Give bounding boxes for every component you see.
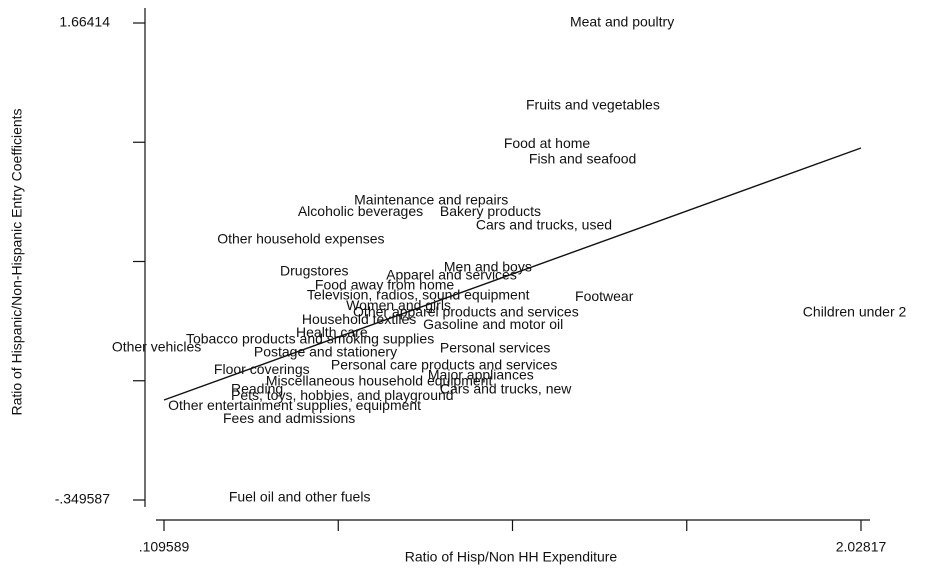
point-label: Tobacco products and smoking supplies	[186, 331, 434, 347]
point-label: Bakery products	[440, 203, 541, 219]
point-label: Fuel oil and other fuels	[229, 489, 371, 505]
point-label: Women and girls	[346, 297, 451, 313]
point-label: Major appliances	[428, 367, 534, 383]
point-label: Food at home	[504, 135, 591, 151]
point-label: Other vehicles	[112, 339, 201, 355]
point-label: Apparel and services	[386, 267, 517, 283]
y-tick-label: 1.66414	[59, 14, 110, 30]
point-label: Floor coverings	[214, 361, 310, 377]
point-label: Alcoholic beverages	[298, 203, 423, 219]
point-label: Miscellaneous household equipment	[266, 373, 493, 389]
point-label: Footwear	[575, 288, 634, 304]
point-label: Pets, toys, hobbies, and playground	[231, 387, 454, 403]
point-label: Health care	[296, 324, 368, 340]
point-label: Fees and admissions	[223, 410, 355, 426]
point-label: Drugstores	[280, 263, 348, 279]
point-label: Cars and trucks, used	[476, 217, 612, 233]
point-label: Children under 2	[803, 304, 907, 320]
point-label: Fruits and vegetables	[526, 97, 660, 113]
point-label: Reading	[231, 381, 283, 397]
point-label: Maintenance and repairs	[354, 192, 508, 208]
point-label: Household textiles	[302, 311, 416, 327]
point-label: Postage and stationery	[254, 344, 397, 360]
point-label: Gasoline and motor oil	[423, 316, 563, 332]
y-axis-title: Ratio of Hispanic/Non-Hispanic Entry Coe…	[9, 108, 25, 415]
point-label: Cars and trucks, new	[440, 381, 572, 397]
point-label: Personal care products and services	[331, 357, 557, 373]
x-tick-label: 2.02817	[836, 539, 887, 555]
point-label: Other apparel products and services	[353, 304, 579, 320]
point-label: Other entertainment supplies, equipment	[168, 397, 421, 413]
point-label: Personal services	[440, 340, 551, 356]
point-label: Television, radios, sound equipment	[307, 287, 530, 303]
x-tick-label: .109589	[139, 539, 190, 555]
y-tick-label: -.349587	[55, 491, 110, 507]
point-label: Men and boys	[444, 259, 532, 275]
point-label: Meat and poultry	[570, 14, 674, 30]
x-axis-title: Ratio of Hisp/Non HH Expenditure	[405, 549, 618, 565]
point-label: Other household expenses	[217, 231, 384, 247]
point-label: Fish and seafood	[529, 151, 636, 167]
fit-line	[163, 147, 862, 401]
point-label: Food away from home	[315, 277, 454, 293]
